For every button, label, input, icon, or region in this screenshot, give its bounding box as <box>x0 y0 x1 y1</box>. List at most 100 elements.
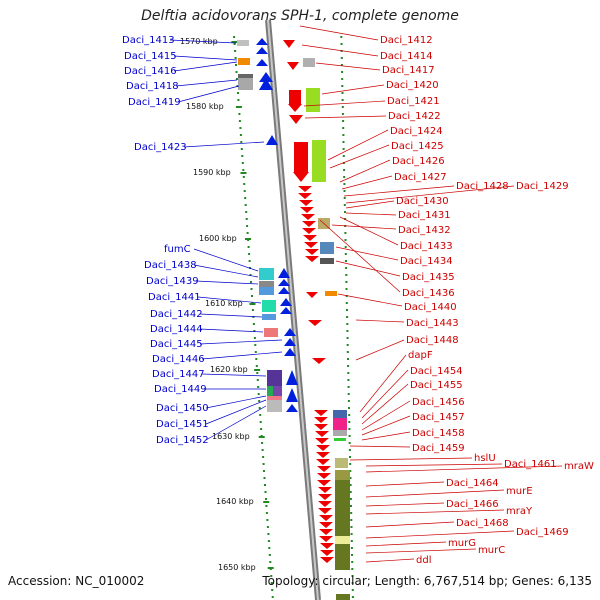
track-dot <box>346 330 349 332</box>
gene-label-daci-1423: Daci_1423 <box>134 142 187 153</box>
track-dot <box>344 246 347 248</box>
track-dot <box>347 372 350 374</box>
track-dot <box>349 470 352 472</box>
track-dot <box>342 148 345 150</box>
gene-label-daci-1416: Daci_1416 <box>124 66 177 77</box>
track-dot <box>351 596 354 598</box>
gene-label-daci-1425: Daci_1425 <box>391 141 444 152</box>
track-dot <box>348 421 351 423</box>
track-dot <box>345 281 348 283</box>
gene-label-daci-1449: Daci_1449 <box>154 384 207 395</box>
track-dot <box>349 491 352 493</box>
track-dot <box>252 323 255 325</box>
track-dot <box>346 337 349 339</box>
gene-label-daci-1457: Daci_1457 <box>412 412 465 423</box>
track-dot <box>340 64 343 66</box>
gene-label-daci-1434: Daci_1434 <box>400 256 453 267</box>
gene-label-daci-1455: Daci_1455 <box>410 380 463 391</box>
track-dot <box>267 540 270 542</box>
track-dot <box>268 547 271 549</box>
track-dot <box>349 456 351 458</box>
track-dot <box>347 386 350 388</box>
track-dot <box>261 449 264 451</box>
left-features <box>237 38 298 412</box>
gene-label-daci-1442: Daci_1442 <box>150 309 203 320</box>
gene-label-daci-1426: Daci_1426 <box>392 156 445 167</box>
gene-label-daci-1464: Daci_1464 <box>446 478 499 489</box>
gene-label-daci-1443: Daci_1443 <box>406 318 459 329</box>
gene-label-daci-1412: Daci_1412 <box>380 35 433 46</box>
gene-label-daci-1429: Daci_1429 <box>516 181 569 192</box>
track-dot <box>259 421 262 423</box>
right-labels: Daci_1412 Daci_1414 Daci_1417 Daci_1420 … <box>299 25 594 566</box>
track-dot <box>350 540 353 542</box>
track-dot <box>236 78 238 80</box>
gene-label-daci-1454: Daci_1454 <box>410 366 463 377</box>
track-dot <box>241 162 244 164</box>
gene-label-daci-1447: Daci_1447 <box>152 369 205 380</box>
gene-label-daci-1414: Daci_1414 <box>380 51 433 62</box>
track-dot <box>348 449 351 451</box>
kbp-label-1640: 1640 kbp <box>216 497 254 506</box>
kbp-tick-mark <box>235 106 242 108</box>
track-dot <box>238 120 241 122</box>
track-dot <box>254 344 257 346</box>
track-dot <box>266 526 269 528</box>
track-dot <box>345 288 348 290</box>
track-dot <box>265 505 268 507</box>
track-dot <box>346 323 349 325</box>
kbp-label-1580: 1580 kbp <box>186 102 224 111</box>
gene-label-daci-1431: Daci_1431 <box>398 210 451 221</box>
track-dot <box>344 211 346 213</box>
track-dot <box>351 582 354 584</box>
track-dot <box>258 400 261 402</box>
track-dot <box>264 491 267 493</box>
track-dot <box>264 484 266 486</box>
track-dot <box>343 183 346 185</box>
track-dot <box>351 575 354 577</box>
kbp-tick-mark <box>240 172 247 174</box>
kbp-label-1630: 1630 kbp <box>212 432 250 441</box>
track-dot <box>239 127 242 129</box>
track-dot <box>261 442 264 444</box>
track-dot <box>347 400 350 402</box>
track-dot <box>344 232 347 234</box>
track-dot <box>345 267 348 269</box>
track-dot <box>341 106 344 108</box>
track-dot <box>252 316 255 318</box>
track-dot <box>265 512 268 514</box>
track-dot <box>253 337 256 339</box>
track-dot <box>343 204 346 206</box>
gene-label-daci-1424: Daci_1424 <box>390 126 443 137</box>
track-dot <box>349 484 352 486</box>
gene-label-daci-1451: Daci_1451 <box>156 419 209 430</box>
track-dot <box>341 99 344 101</box>
track-dot <box>341 78 344 80</box>
track-dot <box>346 316 349 318</box>
track-dot <box>243 183 246 185</box>
gene-label-daci-1458: Daci_1458 <box>412 428 465 439</box>
track-dot <box>340 43 343 45</box>
track-dot <box>350 505 352 507</box>
track-dot <box>348 435 351 437</box>
gene-label-daci-1448: Daci_1448 <box>406 335 459 346</box>
gene-label-daci-1435: Daci_1435 <box>402 272 455 283</box>
gene-label-daci-1441: Daci_1441 <box>148 292 201 303</box>
track-dot <box>250 281 252 283</box>
gene-label-daci-1456: Daci_1456 <box>412 397 465 408</box>
track-dot <box>271 589 274 591</box>
track-dot <box>268 554 271 556</box>
track-dot <box>239 134 242 136</box>
track-dot <box>345 302 348 304</box>
track-dot <box>253 330 256 332</box>
gene-label-daci-1469: Daci_1469 <box>516 527 569 538</box>
track-dot <box>235 64 237 66</box>
track-dot <box>251 295 253 297</box>
track-dot <box>347 365 350 367</box>
track-dot <box>255 365 258 367</box>
track-dot <box>347 393 350 395</box>
track-dot <box>263 470 265 472</box>
gene-label-daci-1446: Daci_1446 <box>152 354 205 365</box>
gene-label-daci-1468: Daci_1468 <box>456 518 509 529</box>
